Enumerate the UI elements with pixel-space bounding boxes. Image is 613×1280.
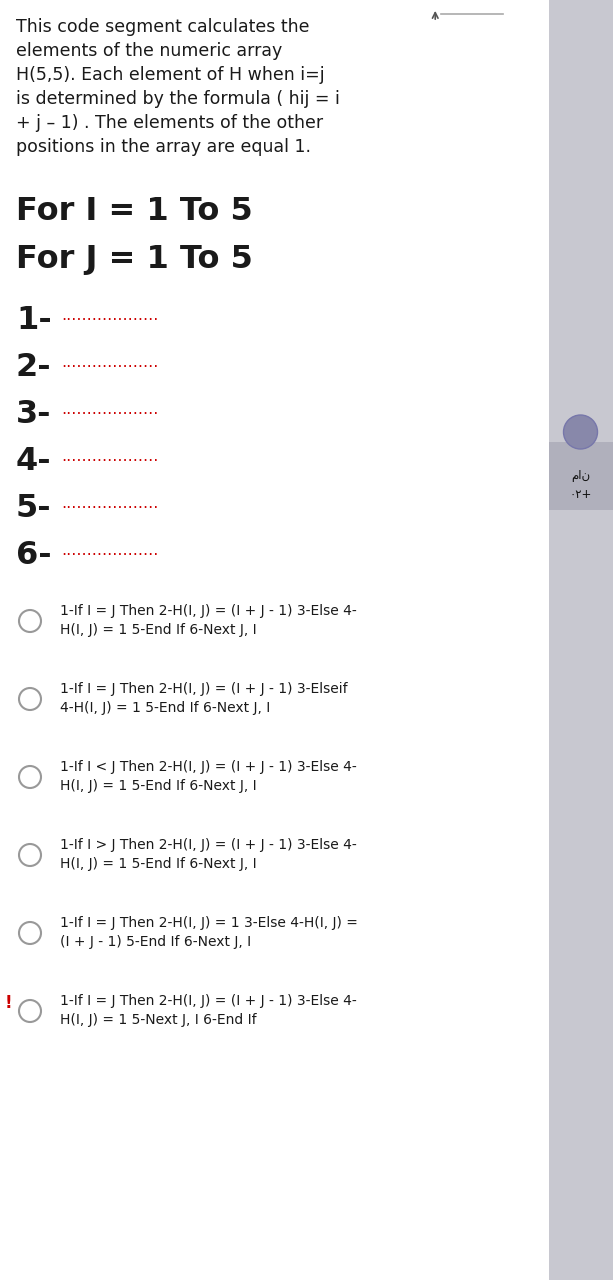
Text: 3-: 3-: [16, 399, 51, 430]
Text: 4-: 4-: [16, 445, 51, 477]
Text: is determined by the formula ( hij = i: is determined by the formula ( hij = i: [16, 90, 340, 108]
Text: مان: مان: [571, 470, 590, 483]
Circle shape: [563, 415, 598, 449]
FancyBboxPatch shape: [549, 442, 613, 509]
Text: 2-: 2-: [16, 352, 51, 383]
Text: 1-If I = J Then 2-H(I, J) = (I + J - 1) 3-Else 4-: 1-If I = J Then 2-H(I, J) = (I + J - 1) …: [60, 995, 357, 1009]
Text: 1-If I < J Then 2-H(I, J) = (I + J - 1) 3-Else 4-: 1-If I < J Then 2-H(I, J) = (I + J - 1) …: [60, 760, 357, 774]
Bar: [549, 0, 613, 1280]
Bar: [0, 0, 549, 1280]
Text: 4-H(I, J) = 1 5-End If 6-Next J, I: 4-H(I, J) = 1 5-End If 6-Next J, I: [60, 701, 270, 716]
Text: (I + J - 1) 5-End If 6-Next J, I: (I + J - 1) 5-End If 6-Next J, I: [60, 934, 251, 948]
Text: 5-: 5-: [16, 493, 51, 524]
Text: H(5,5). Each element of H when i=j: H(5,5). Each element of H when i=j: [16, 67, 325, 84]
Text: H(I, J) = 1 5-End If 6-Next J, I: H(I, J) = 1 5-End If 6-Next J, I: [60, 623, 257, 637]
Text: ...................: ...................: [61, 495, 158, 511]
Text: ...................: ...................: [61, 355, 158, 370]
Text: ...................: ...................: [61, 543, 158, 558]
Text: This code segment calculates the: This code segment calculates the: [16, 18, 310, 36]
Text: elements of the numeric array: elements of the numeric array: [16, 42, 282, 60]
Text: H(I, J) = 1 5-End If 6-Next J, I: H(I, J) = 1 5-End If 6-Next J, I: [60, 858, 257, 870]
Text: ...................: ...................: [61, 402, 158, 417]
Text: + j – 1) . The elements of the other: + j – 1) . The elements of the other: [16, 114, 323, 132]
Text: ۰۲+: ۰۲+: [569, 488, 592, 500]
Text: For I = 1 To 5: For I = 1 To 5: [16, 196, 253, 227]
Text: For J = 1 To 5: For J = 1 To 5: [16, 244, 253, 275]
Text: ...................: ...................: [61, 308, 158, 323]
Text: 1-: 1-: [16, 305, 51, 335]
Text: 6-: 6-: [16, 540, 51, 571]
Text: !: !: [5, 995, 13, 1012]
Text: 1-If I = J Then 2-H(I, J) = (I + J - 1) 3-Else 4-: 1-If I = J Then 2-H(I, J) = (I + J - 1) …: [60, 604, 357, 618]
Text: 1-If I = J Then 2-H(I, J) = (I + J - 1) 3-Elseif: 1-If I = J Then 2-H(I, J) = (I + J - 1) …: [60, 682, 348, 696]
Text: ...................: ...................: [61, 449, 158, 463]
Text: positions in the array are equal 1.: positions in the array are equal 1.: [16, 138, 311, 156]
Text: 1-If I = J Then 2-H(I, J) = 1 3-Else 4-H(I, J) =: 1-If I = J Then 2-H(I, J) = 1 3-Else 4-H…: [60, 916, 358, 931]
Text: H(I, J) = 1 5-Next J, I 6-End If: H(I, J) = 1 5-Next J, I 6-End If: [60, 1012, 257, 1027]
Text: H(I, J) = 1 5-End If 6-Next J, I: H(I, J) = 1 5-End If 6-Next J, I: [60, 780, 257, 794]
Text: 1-If I > J Then 2-H(I, J) = (I + J - 1) 3-Else 4-: 1-If I > J Then 2-H(I, J) = (I + J - 1) …: [60, 838, 357, 852]
